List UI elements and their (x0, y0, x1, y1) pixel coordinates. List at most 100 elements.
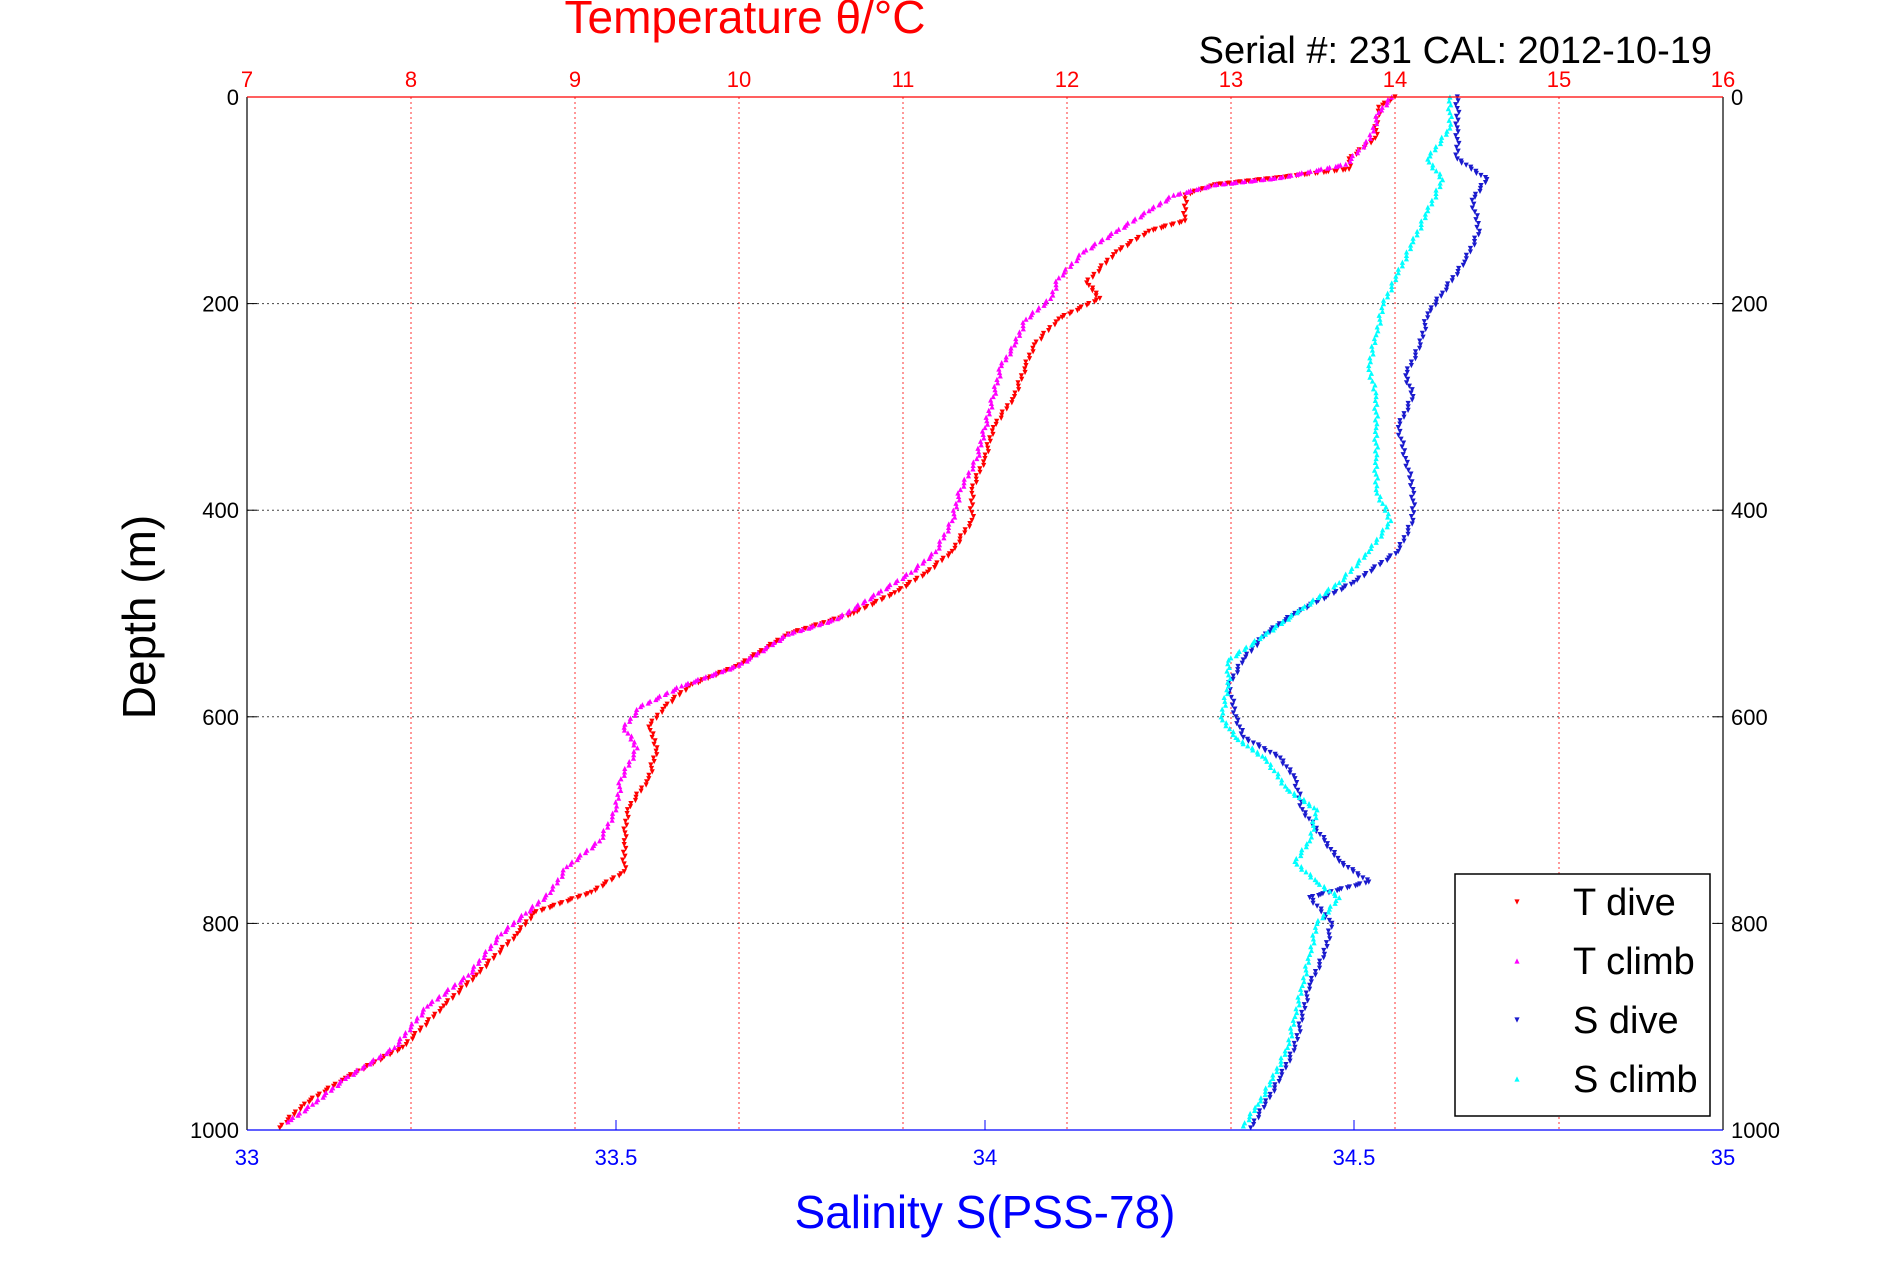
data-point-interp (1472, 191, 1479, 197)
data-point-interp (649, 718, 655, 724)
data-point-interp (912, 577, 918, 584)
data-point-interp (1403, 380, 1410, 386)
data-point (1439, 177, 1446, 183)
data-point-interp (1015, 380, 1021, 386)
data-point-interp (1380, 102, 1386, 108)
data-point (277, 1125, 283, 1131)
data-point-interp (1252, 1104, 1258, 1110)
data-point-interp (1312, 811, 1318, 817)
data-point-interp (1433, 143, 1439, 150)
data-point-interp (987, 435, 993, 441)
data-point-interp (976, 449, 982, 455)
data-point (1367, 135, 1373, 141)
data-point-interp (1225, 661, 1231, 667)
data-point-interp (529, 913, 535, 919)
data-point-interp (1084, 302, 1090, 308)
data-point-interp (575, 894, 581, 901)
data-point-interp (1302, 813, 1308, 819)
data-point-interp (1429, 197, 1435, 203)
data-point-interp (994, 376, 1000, 382)
data-point-interp (523, 919, 529, 925)
data-point-interp (952, 514, 958, 520)
data-point-interp (1274, 1068, 1280, 1075)
data-point-interp (969, 490, 975, 497)
data-point-interp (1418, 225, 1424, 231)
salinity-tick-label: 34 (973, 1145, 997, 1170)
data-point-interp (420, 1009, 426, 1015)
data-point (474, 972, 480, 978)
data-point-interp (1471, 235, 1478, 241)
data-point-interp (632, 797, 639, 804)
data-point-interp (313, 1099, 319, 1105)
y-axis-label: Depth (m) (113, 515, 165, 719)
data-point-interp (615, 791, 621, 797)
data-point-interp (582, 849, 589, 856)
data-point (564, 863, 570, 870)
data-point (1395, 270, 1401, 276)
data-point-interp (1463, 252, 1469, 258)
depth-tick-label-right: 1000 (1731, 1118, 1780, 1143)
data-point-interp (1432, 147, 1438, 153)
data-point-interp (1103, 260, 1109, 266)
data-point-interp (1271, 767, 1277, 774)
data-point-interp (1229, 180, 1235, 186)
data-point-interp (1015, 383, 1021, 389)
data-point-interp (1291, 773, 1297, 779)
data-point-interp (1332, 900, 1338, 906)
data-point-interp (1455, 98, 1461, 104)
data-point-interp (1405, 400, 1411, 407)
data-point-interp (1384, 557, 1390, 563)
data-point-interp (549, 886, 556, 892)
data-point-interp (1287, 1058, 1293, 1064)
data-point-interp (1267, 749, 1273, 756)
data-point-interp (411, 1033, 417, 1039)
legend: T dive T climb S dive S climb (1454, 873, 1711, 1117)
data-point-interp (1405, 404, 1411, 410)
data-point (1343, 161, 1349, 167)
data-point-interp (1374, 432, 1380, 438)
data-point-interp (648, 765, 655, 772)
data-point-interp (946, 521, 952, 527)
data-point-interp (1369, 378, 1376, 384)
data-point-interp (1176, 220, 1183, 226)
data-point-interp (991, 383, 997, 389)
data-point-interp (993, 421, 999, 428)
data-point-interp (1373, 471, 1379, 477)
data-point-interp (1305, 955, 1311, 961)
data-point-interp (1379, 304, 1385, 311)
data-point-interp (560, 870, 566, 876)
data-point-interp (1016, 329, 1023, 335)
data-point-interp (1385, 514, 1391, 520)
data-point-interp (620, 849, 626, 855)
data-point-interp (1354, 563, 1360, 569)
data-point-interp (1422, 322, 1428, 329)
data-point-interp (1374, 463, 1380, 469)
data-point-interp (1231, 698, 1237, 704)
data-point-interp (1409, 397, 1415, 403)
data-point-interp (1361, 144, 1367, 150)
data-point-interp (683, 687, 689, 694)
data-point-interp (1085, 277, 1091, 283)
data-point-interp (1104, 257, 1110, 264)
data-point-interp (650, 731, 656, 737)
data-point-interp (1130, 218, 1136, 224)
data-point-interp (621, 842, 627, 848)
data-point-interp (1453, 144, 1460, 150)
data-point-interp (1382, 507, 1388, 513)
data-point-interp (975, 445, 981, 451)
data-point (949, 548, 955, 555)
data-point-interp (1408, 494, 1415, 500)
data-point-interp (1074, 307, 1081, 314)
data-point-interp (609, 814, 615, 820)
data-point-interp (1329, 924, 1335, 930)
data-point (1395, 424, 1401, 431)
data-point-interp (1472, 194, 1478, 200)
data-point (1476, 228, 1483, 234)
data-point-interp (1262, 1091, 1268, 1098)
data-point-interp (962, 527, 968, 533)
data-point-interp (622, 721, 628, 727)
data-point-interp (1374, 401, 1380, 407)
data-point (1292, 858, 1298, 865)
data-point-interp (1398, 436, 1404, 442)
data-point-interp (1278, 1061, 1284, 1068)
